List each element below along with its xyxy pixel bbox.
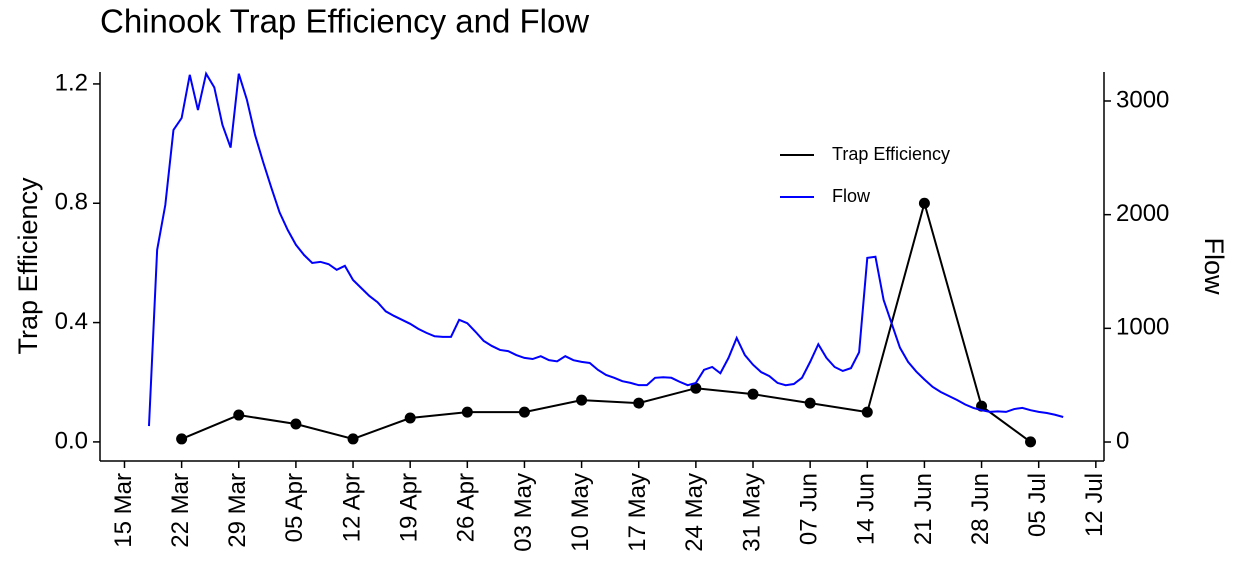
y2-tick-label: 2000: [1116, 200, 1169, 227]
point: [861, 406, 873, 418]
point: [347, 433, 359, 445]
point: [1025, 436, 1037, 448]
series-line: [147, 71, 1064, 427]
chart-title: Chinook Trap Efficiency and Flow: [100, 3, 589, 40]
point: [233, 409, 245, 421]
y-tick-label: 0.8: [55, 189, 88, 216]
x-tick-label: 21 Jun: [910, 473, 937, 545]
point: [404, 412, 416, 424]
x-tick-label: 15 Mar: [110, 473, 137, 548]
y2-tick-label: 0: [1116, 427, 1129, 454]
x-tick-label: 12 Apr: [338, 473, 365, 542]
y2-tick-label: 3000: [1116, 86, 1169, 113]
point: [290, 418, 302, 430]
x-tick-label: 14 Jun: [853, 473, 880, 545]
point: [576, 394, 588, 406]
x-tick-label: 12 Jul: [1081, 473, 1108, 537]
x-tick-label: 17 May: [624, 473, 651, 552]
x-tick-label: 05 Apr: [281, 473, 308, 542]
y2-axis-label: Flow: [1199, 237, 1229, 295]
point: [918, 197, 930, 209]
series-line: [181, 199, 1032, 443]
y-axis-label: Trap Efficiency: [13, 177, 43, 355]
x-tick-label: 31 May: [738, 473, 765, 552]
x-tick-label: 03 May: [510, 473, 537, 552]
x-tick-label: 26 Apr: [453, 473, 480, 542]
x-tick-label: 05 Jul: [1024, 473, 1051, 537]
y-tick-label: 0.4: [55, 308, 88, 335]
point: [804, 397, 816, 409]
x-tick-label: 07 Jun: [795, 473, 822, 545]
x-tick-label: 29 Mar: [224, 473, 251, 548]
legend-label: Flow: [832, 186, 871, 206]
x-tick-label: 24 May: [681, 473, 708, 552]
y-tick-label: 1.2: [55, 69, 88, 96]
point: [633, 397, 645, 409]
point: [461, 406, 473, 418]
point: [176, 433, 188, 445]
point: [690, 382, 702, 394]
point: [747, 388, 759, 400]
y-tick-label: 0.0: [55, 427, 88, 454]
x-tick-label: 10 May: [567, 473, 594, 552]
point: [518, 406, 530, 418]
x-tick-label: 22 Mar: [167, 473, 194, 548]
x-tick-label: 19 Apr: [396, 473, 423, 542]
x-tick-label: 28 Jun: [967, 473, 994, 545]
legend-label: Trap Efficiency: [832, 144, 950, 164]
y2-tick-label: 1000: [1116, 314, 1169, 341]
